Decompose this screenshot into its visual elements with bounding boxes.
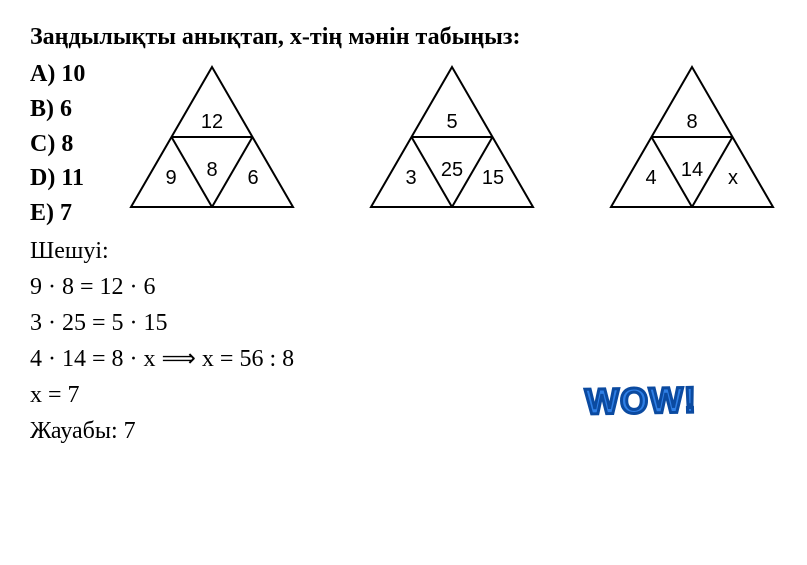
option-a: A) 10 xyxy=(30,57,117,92)
answer-options: A) 10 B) 6 C) 8 D) 11 E) 7 xyxy=(30,57,117,231)
option-d: D) 11 xyxy=(30,161,117,196)
wow-sticker: WOW! xyxy=(585,379,698,423)
triangle-3-top: 8 xyxy=(607,111,777,134)
content-row: A) 10 B) 6 C) 8 D) 11 E) 7 12 9 8 6 xyxy=(30,57,777,231)
option-c: C) 8 xyxy=(30,127,117,162)
triangle-2-top: 5 xyxy=(367,111,537,134)
triangles-area: 12 9 8 6 5 3 25 15 8 4 xyxy=(117,57,777,211)
triangle-1: 12 9 8 6 xyxy=(127,63,297,211)
problem-title: Заңдылықты анықтап, х-тің мәнін табыңыз: xyxy=(30,24,777,51)
solution-line-1: 9 · 8 = 12 · 6 xyxy=(30,269,777,305)
solution-label: Шешуі: xyxy=(30,233,777,269)
triangle-3: 8 4 14 x xyxy=(607,63,777,211)
solution-line-3: 4 · 14 = 8 · x ⟹ x = 56 : 8 xyxy=(30,341,777,377)
option-e: E) 7 xyxy=(30,196,117,231)
triangle-2-right: 15 xyxy=(473,167,513,190)
triangle-1-top: 12 xyxy=(127,111,297,134)
triangle-2: 5 3 25 15 xyxy=(367,63,537,211)
triangle-3-right: x xyxy=(713,167,753,190)
option-b: B) 6 xyxy=(30,92,117,127)
triangle-1-right: 6 xyxy=(233,167,273,190)
solution-line-2: 3 · 25 = 5 · 15 xyxy=(30,305,777,341)
